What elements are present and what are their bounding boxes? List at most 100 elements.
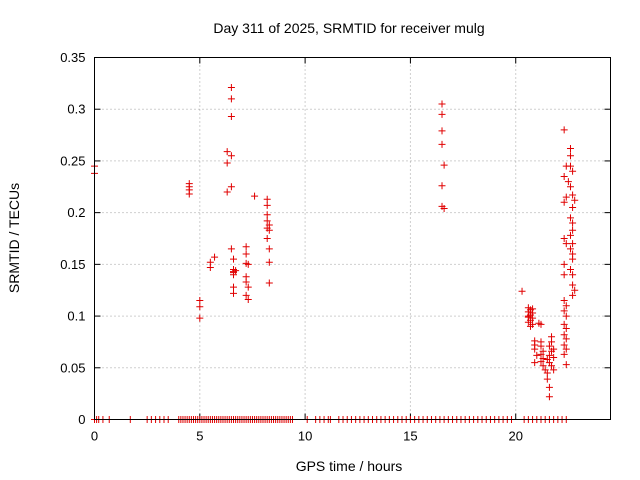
data-point [562, 335, 570, 343]
data-point [560, 331, 568, 339]
grid-layer [94, 57, 611, 420]
data-point [569, 203, 577, 211]
data-point [569, 219, 577, 227]
data-point [560, 126, 568, 134]
data-point [263, 235, 271, 242]
data-point [569, 167, 577, 175]
data-point [537, 350, 545, 358]
data-point [242, 250, 250, 258]
y-axis-label: SRMTID / TECUs [6, 183, 22, 293]
y-tick-label: 0.25 [60, 153, 85, 168]
data-point [571, 286, 579, 294]
data-point [438, 182, 446, 190]
x-tick-label: 5 [196, 429, 203, 444]
data-point [566, 266, 574, 274]
data-point [211, 253, 219, 261]
data-point [265, 279, 273, 287]
data-point [223, 159, 231, 167]
data-point [560, 271, 568, 279]
data-point [230, 283, 238, 291]
data-point [537, 342, 545, 350]
x-tick-label: 20 [508, 429, 522, 444]
data-point [566, 231, 574, 239]
plot-frame [94, 57, 611, 420]
data-point [545, 351, 553, 359]
axis-layer: 0 0.05 0.1 0.15 0.2 0.25 0.3 0.35 0 5 10 15 20 [60, 50, 611, 444]
y-tick-label: 0.2 [67, 205, 85, 220]
data-point [569, 271, 577, 279]
data-point [566, 145, 574, 153]
data-point [560, 198, 568, 206]
data-point [438, 140, 446, 148]
data-point [524, 312, 532, 320]
data-point [537, 320, 545, 328]
data-point [531, 359, 539, 367]
data-point [566, 214, 574, 222]
data-point [566, 152, 574, 160]
data-point [543, 369, 551, 377]
data-point [230, 289, 238, 297]
data-point [227, 112, 235, 120]
data-point [526, 322, 534, 330]
data-point [196, 303, 204, 311]
data-point [569, 281, 577, 289]
data-point [531, 345, 539, 353]
data-point [265, 258, 273, 266]
data-point [562, 361, 570, 369]
data-point [569, 191, 577, 199]
data-point [569, 226, 577, 234]
data-point [560, 307, 568, 315]
y-tick-label: 0.35 [60, 50, 85, 65]
data-point [560, 172, 568, 180]
data-point [564, 178, 572, 186]
data-point [562, 345, 570, 353]
data-point [518, 287, 526, 295]
data-point [539, 362, 547, 370]
data-point [227, 152, 235, 160]
data-point [560, 260, 568, 268]
data-point [545, 393, 553, 401]
x-axis-label: GPS time / hours [296, 458, 403, 474]
data-point [569, 255, 577, 263]
data-point [550, 345, 558, 353]
data-point [227, 95, 235, 103]
data-point [263, 201, 271, 209]
data-point [560, 341, 568, 349]
data-point [440, 161, 448, 169]
data-point [562, 193, 570, 201]
data-point [438, 127, 446, 135]
data-point [566, 183, 574, 191]
data-point [569, 291, 577, 299]
data-point [242, 278, 250, 286]
data-point [223, 148, 231, 156]
data-point [244, 260, 252, 268]
data-point [265, 226, 273, 234]
data-point [230, 271, 238, 279]
data-point [548, 333, 556, 341]
data-point [244, 296, 252, 304]
y-tick-label: 0.05 [60, 360, 85, 375]
data-point [562, 302, 570, 310]
data-point [524, 318, 532, 326]
data-point [230, 255, 238, 263]
data-point [251, 192, 259, 200]
data-point [244, 283, 252, 291]
data-point [560, 320, 568, 328]
y-tick-label: 0.3 [67, 102, 85, 117]
data-point [196, 297, 204, 305]
data-point [438, 100, 446, 108]
data-point [537, 358, 545, 366]
y-tick-label: 0.1 [67, 309, 85, 324]
data-point [223, 188, 231, 196]
x-tick-label: 10 [298, 429, 312, 444]
x-tick-label: 0 [91, 429, 98, 444]
data-point [560, 235, 568, 242]
x-tick-label: 15 [403, 429, 417, 444]
data-point [263, 195, 271, 203]
data-point [550, 366, 558, 374]
data-point [206, 263, 214, 271]
data-point [185, 190, 193, 198]
data-point [545, 342, 553, 350]
data-point [529, 305, 537, 313]
